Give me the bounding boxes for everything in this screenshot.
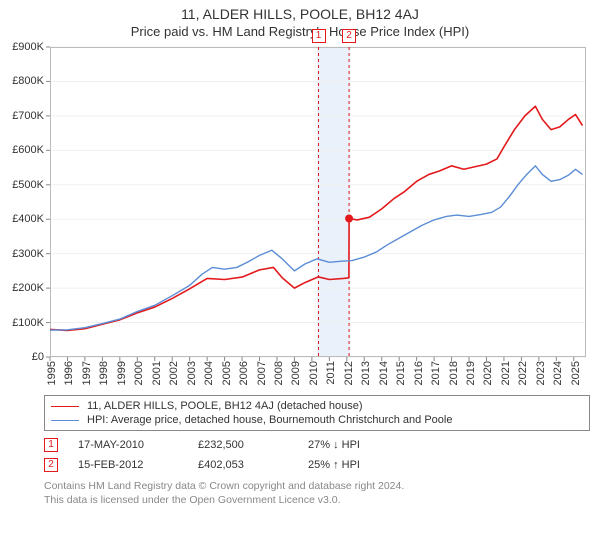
x-axis-tick: 2019 bbox=[461, 357, 477, 385]
x-axis-tick: 1997 bbox=[77, 357, 93, 385]
event-price: £232,500 bbox=[198, 439, 288, 451]
event-row: 2 15-FEB-2012 £402,053 25% ↑ HPI bbox=[44, 455, 590, 475]
x-axis-tick: 1998 bbox=[94, 357, 110, 385]
x-axis-tick: 2006 bbox=[234, 357, 250, 385]
legend-item: HPI: Average price, detached house, Bour… bbox=[51, 413, 583, 427]
legend-swatch bbox=[51, 406, 79, 407]
event-marker-badge: 1 bbox=[44, 438, 58, 452]
x-axis-tick: 2016 bbox=[409, 357, 425, 385]
chart-container: 11, ALDER HILLS, POOLE, BH12 4AJ Price p… bbox=[0, 0, 600, 560]
x-axis-tick: 2018 bbox=[444, 357, 460, 385]
x-axis-tick: 2021 bbox=[496, 357, 512, 385]
legend-swatch bbox=[51, 420, 79, 421]
x-axis-tick: 2007 bbox=[252, 357, 268, 385]
event-table: 1 17-MAY-2010 £232,500 27% ↓ HPI 2 15-FEB-201… bbox=[44, 435, 590, 475]
x-axis-tick: 2010 bbox=[304, 357, 320, 385]
plot-svg bbox=[50, 47, 586, 357]
x-axis-tick: 1995 bbox=[42, 357, 58, 385]
event-delta: 27% ↓ HPI bbox=[308, 439, 398, 451]
attribution: Contains HM Land Registry data © Crown c… bbox=[44, 479, 590, 507]
event-date: 15-FEB-2012 bbox=[78, 459, 178, 471]
x-axis-tick: 1999 bbox=[112, 357, 128, 385]
y-axis-tick: £700K bbox=[12, 110, 50, 122]
legend-label: 11, ALDER HILLS, POOLE, BH12 4AJ (detach… bbox=[87, 400, 363, 412]
x-axis-tick: 2002 bbox=[164, 357, 180, 385]
x-axis-tick: 2024 bbox=[548, 357, 564, 385]
y-axis-tick: £900K bbox=[12, 41, 50, 53]
x-axis-tick: 2015 bbox=[391, 357, 407, 385]
x-axis-tick: 2001 bbox=[147, 357, 163, 385]
attribution-line: Contains HM Land Registry data © Crown c… bbox=[44, 479, 590, 493]
y-axis-tick: £400K bbox=[12, 213, 50, 225]
plot-area: £0£100K£200K£300K£400K£500K£600K£700K£80… bbox=[50, 47, 586, 357]
legend-item: 11, ALDER HILLS, POOLE, BH12 4AJ (detach… bbox=[51, 399, 583, 413]
chart-title: 11, ALDER HILLS, POOLE, BH12 4AJ bbox=[0, 0, 600, 22]
x-axis-tick: 2000 bbox=[129, 357, 145, 385]
x-axis-tick: 2023 bbox=[531, 357, 547, 385]
x-axis-tick: 2012 bbox=[339, 357, 355, 385]
event-date: 17-MAY-2010 bbox=[78, 439, 178, 451]
x-axis-tick: 2022 bbox=[513, 357, 529, 385]
event-marker-badge: 2 bbox=[44, 458, 58, 472]
x-axis-tick: 2013 bbox=[356, 357, 372, 385]
event-marker: 2 bbox=[342, 29, 356, 43]
event-row: 1 17-MAY-2010 £232,500 27% ↓ HPI bbox=[44, 435, 590, 455]
x-axis-tick: 2020 bbox=[478, 357, 494, 385]
event-marker: 1 bbox=[312, 29, 326, 43]
x-axis-tick: 2011 bbox=[321, 357, 337, 385]
x-axis-tick: 2008 bbox=[269, 357, 285, 385]
x-axis-tick: 2004 bbox=[199, 357, 215, 385]
y-axis-tick: £100K bbox=[12, 317, 50, 329]
x-axis-tick: 2009 bbox=[286, 357, 302, 385]
x-axis-tick: 1996 bbox=[59, 357, 75, 385]
event-delta: 25% ↑ HPI bbox=[308, 459, 398, 471]
y-axis-tick: £800K bbox=[12, 75, 50, 87]
y-axis-tick: £200K bbox=[12, 282, 50, 294]
y-axis-tick: £500K bbox=[12, 179, 50, 191]
y-axis-tick: £300K bbox=[12, 248, 50, 260]
y-axis-tick: £600K bbox=[12, 144, 50, 156]
x-axis-tick: 2025 bbox=[566, 357, 582, 385]
x-axis-tick: 2014 bbox=[374, 357, 390, 385]
chart-subtitle: Price paid vs. HM Land Registry's House … bbox=[0, 22, 600, 43]
legend: 11, ALDER HILLS, POOLE, BH12 4AJ (detach… bbox=[44, 395, 590, 431]
event-price: £402,053 bbox=[198, 459, 288, 471]
x-axis-tick: 2003 bbox=[182, 357, 198, 385]
legend-label: HPI: Average price, detached house, Bour… bbox=[87, 414, 452, 426]
attribution-line: This data is licensed under the Open Gov… bbox=[44, 493, 590, 507]
x-axis-tick: 2005 bbox=[217, 357, 233, 385]
x-axis-tick: 2017 bbox=[426, 357, 442, 385]
